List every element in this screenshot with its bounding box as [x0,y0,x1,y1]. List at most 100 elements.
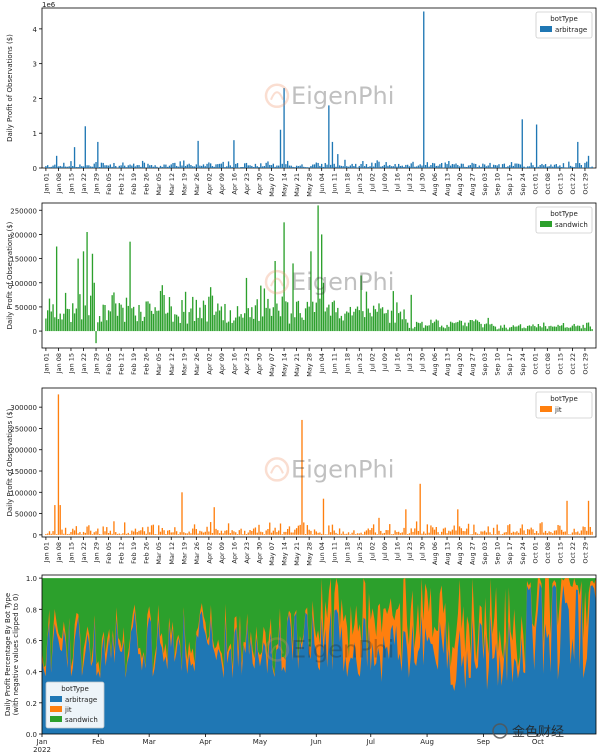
bar [491,534,492,535]
bar [99,316,100,331]
bar [531,528,532,535]
bar [559,326,560,331]
bar [452,164,453,168]
bar [151,525,152,535]
bar [65,167,66,168]
bar [513,532,514,535]
bar [138,165,139,168]
x-tick-label: Jan 22 [80,173,88,194]
y-axis-label: Daily Profit Percentage By Bot Type(with… [4,593,20,716]
bar [83,166,84,168]
bar [332,525,333,535]
legend-swatch [50,696,62,702]
bar [301,318,302,332]
bar [128,533,129,535]
bar [61,319,62,331]
bar [97,322,98,331]
bar [473,321,474,331]
bar [224,531,225,535]
bar [206,164,207,168]
bar [72,303,73,331]
bar [95,162,96,168]
bar [477,321,478,332]
x-tick-label: Oct 22 [569,542,577,564]
bar [248,165,249,168]
bar [343,166,344,168]
bar [414,327,415,331]
bar [387,166,388,168]
bar [138,531,139,535]
bar [360,533,361,535]
bar [420,484,421,535]
bar [230,533,231,535]
bar [411,295,412,331]
bar [579,326,580,331]
bar [85,126,86,168]
x-tick-label: Jul 09 [381,542,389,561]
bar [495,327,496,331]
bar [427,162,428,168]
bar [471,534,472,535]
bar [154,534,155,535]
bar [239,317,240,332]
bar [133,164,134,168]
x-tick-label: Jun 25 [356,353,364,375]
bar [362,534,363,535]
bar [403,528,404,535]
bar [291,532,292,534]
bar [319,166,320,168]
bar [346,311,347,331]
bar [300,166,301,168]
legend-entry: jit [554,406,562,414]
x-tick-label: Apr 23 [243,173,251,195]
bar [446,325,447,331]
bar [291,166,292,168]
bar [223,533,224,535]
bar [362,311,363,331]
x-tick-label: Apr 02 [205,173,213,195]
watermark-logo-mark [271,279,283,287]
bar [223,320,224,331]
bar [169,166,170,168]
bar [403,309,404,331]
x-tick-label: Jan 29 [93,173,101,194]
bar [359,310,360,331]
bar [51,534,52,535]
bar [475,319,476,331]
bar [380,167,381,168]
bar [568,162,569,168]
bar [470,165,471,168]
bar [124,166,125,168]
bar [133,307,134,331]
bar [547,329,548,331]
bar [489,324,490,331]
bar [543,165,544,168]
bar [486,166,487,168]
x-tick-label: Sep 24 [519,173,527,196]
bar [251,531,252,535]
legend-title: botType [550,395,578,403]
bar [591,532,592,535]
bar [559,165,560,168]
bar [425,165,426,168]
x-tick-label: Feb 12 [118,353,126,375]
bar [543,533,544,535]
bar [215,529,216,535]
legend-title: botType [61,685,89,693]
bar [219,310,220,331]
x-tick-label: Jan [36,738,48,746]
bar [421,166,422,168]
bar [97,529,98,535]
x-tick-label: Jan 29 [93,542,101,563]
bar [489,532,490,535]
bar [188,532,189,535]
bar [470,320,471,331]
bar [418,166,419,168]
bar [394,530,395,534]
bar [210,522,211,535]
bar [305,308,306,331]
x-tick-label: Jun 25 [356,542,364,564]
bar [190,308,191,331]
